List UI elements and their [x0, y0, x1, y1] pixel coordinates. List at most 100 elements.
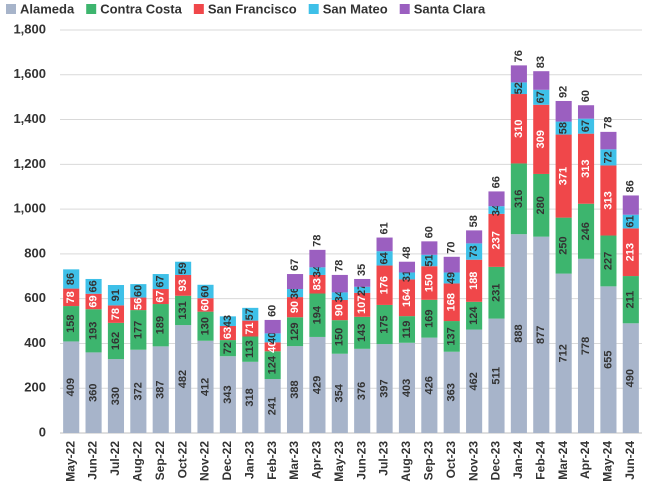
data-label: 189 — [155, 316, 167, 334]
bar-segment — [63, 288, 80, 307]
bar-segment — [309, 274, 326, 294]
legend-swatch — [308, 4, 319, 14]
x-tick-label: Sep-23 — [422, 441, 436, 481]
data-label: 877 — [535, 326, 547, 344]
bar-segment — [107, 322, 125, 360]
bar-segment — [264, 342, 281, 352]
data-label: 36 — [289, 287, 301, 299]
bar-segment — [286, 274, 304, 290]
data-label: 67 — [289, 259, 301, 271]
data-label: 34 — [334, 289, 346, 302]
x-tick-label: Oct-22 — [175, 441, 189, 479]
data-label: 343 — [222, 385, 234, 403]
bar-segment — [85, 293, 102, 310]
data-label: 64 — [378, 251, 390, 264]
data-label: 73 — [468, 245, 480, 257]
data-label: 309 — [535, 130, 547, 148]
x-tick-label: May-24 — [601, 441, 615, 482]
y-tick-label: 1,600 — [13, 66, 46, 81]
x-tick-label: May-22 — [63, 441, 77, 482]
bar-segment — [309, 336, 326, 433]
data-label: 426 — [423, 376, 435, 394]
bar-segment — [421, 241, 438, 255]
bar-segment — [175, 274, 192, 296]
data-label: 241 — [267, 397, 279, 415]
data-label: 403 — [401, 379, 413, 397]
x-tick-label: Nov-22 — [198, 441, 212, 481]
data-label: 69 — [87, 295, 99, 307]
data-label: 56 — [132, 298, 144, 310]
bar-segment — [466, 230, 483, 244]
data-label: 778 — [580, 337, 592, 355]
bar-segment — [152, 304, 169, 347]
bar-segment — [488, 318, 505, 433]
data-label: 164 — [401, 288, 413, 307]
data-label: 360 — [87, 384, 99, 402]
bar-segment — [286, 346, 304, 433]
bar-segment — [242, 307, 259, 321]
data-label: 412 — [199, 378, 211, 396]
data-label: 168 — [446, 293, 458, 311]
data-label: 48 — [401, 246, 413, 258]
data-label: 237 — [490, 231, 502, 249]
data-label: 107 — [356, 296, 368, 314]
bar-segment — [443, 272, 460, 284]
data-label: 67 — [580, 120, 592, 132]
bar-segment — [533, 89, 550, 105]
legend-swatch — [86, 4, 97, 14]
y-tick-label: 1,000 — [13, 201, 46, 216]
bar-segment — [443, 283, 460, 322]
bar-segment — [555, 121, 572, 135]
bar-segment — [555, 134, 572, 218]
bar-segment — [130, 310, 147, 350]
data-label: 175 — [378, 315, 390, 333]
bar-segment — [510, 94, 527, 164]
bar-segment — [331, 274, 348, 293]
data-label: 63 — [222, 327, 234, 339]
bar-segment — [421, 254, 438, 267]
x-tick-label: Nov-23 — [466, 441, 480, 481]
bar-segment — [107, 359, 125, 433]
legend-label: Santa Clara — [414, 1, 486, 16]
data-label: 313 — [580, 160, 592, 178]
bar-segment — [152, 274, 169, 290]
bar-segment — [197, 340, 214, 433]
data-label: 316 — [513, 190, 525, 208]
bar-segment — [354, 278, 371, 287]
data-label: 60 — [423, 226, 435, 238]
bar-segment — [510, 234, 527, 433]
data-label: 490 — [625, 369, 637, 387]
bar-segment — [376, 344, 393, 433]
data-label: 66 — [490, 176, 502, 188]
bar-segment — [85, 278, 102, 294]
data-label: 194 — [311, 305, 323, 324]
bar-segment — [85, 309, 102, 353]
data-label: 92 — [558, 86, 570, 98]
bar-segment — [466, 329, 483, 433]
bar-segment — [130, 297, 147, 311]
bar-segment — [219, 316, 236, 326]
bar-segment — [622, 276, 639, 324]
data-label: 78 — [110, 308, 122, 320]
data-label: 372 — [132, 382, 144, 400]
data-label: 52 — [513, 82, 525, 94]
bar-segment — [219, 325, 236, 341]
data-label: 49 — [446, 272, 458, 284]
bar-segment — [197, 284, 214, 299]
bar-segment — [331, 300, 348, 321]
data-label: 310 — [513, 120, 525, 138]
data-label: 354 — [334, 383, 346, 402]
bar-segment — [398, 272, 416, 280]
bar-segment — [443, 256, 460, 273]
data-label: 72 — [222, 342, 234, 354]
bar-segment — [622, 323, 639, 433]
y-tick-label: 200 — [24, 380, 46, 395]
legend-swatch — [6, 4, 16, 14]
bar-segment — [577, 258, 595, 433]
data-label: 91 — [110, 289, 122, 301]
bar-segment — [622, 195, 639, 215]
x-tick-label: Jun-22 — [86, 441, 100, 480]
data-label: 78 — [334, 260, 346, 272]
legend-swatch — [399, 4, 410, 14]
bar-segment — [63, 269, 80, 289]
